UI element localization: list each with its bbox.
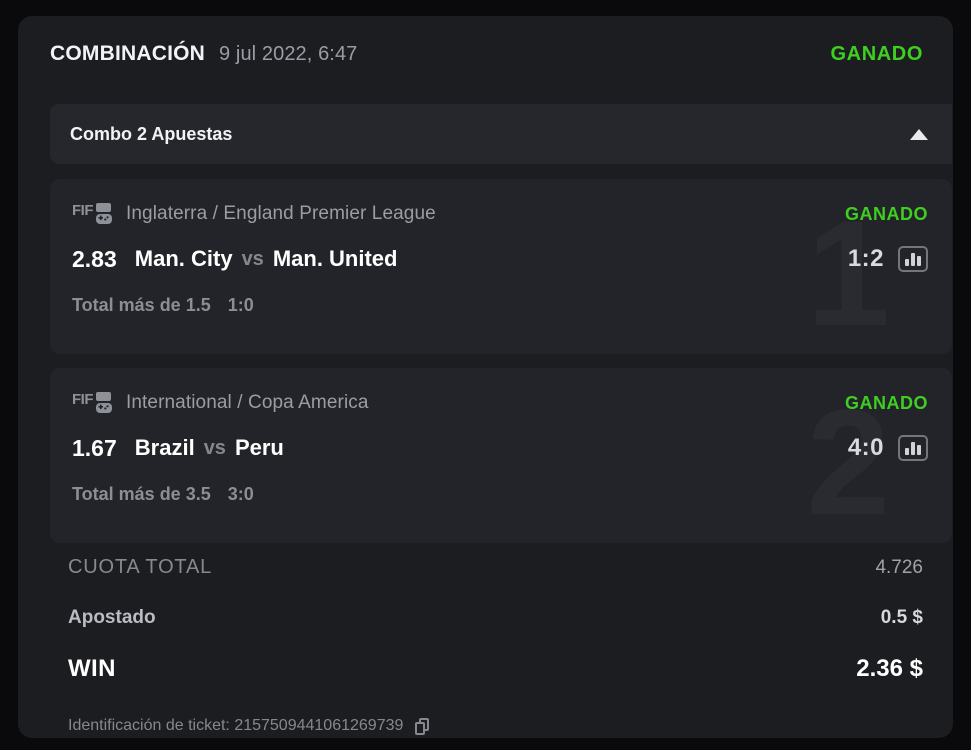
stake-label: Apostado (68, 607, 156, 628)
total-odds-row: CUOTA TOTAL 4.726 (68, 556, 923, 579)
total-odds-label: CUOTA TOTAL (68, 556, 213, 578)
win-label: WIN (68, 655, 116, 682)
ticket-summary: CUOTA TOTAL 4.726 Apostado 0.5 $ WIN 2.3… (18, 556, 953, 735)
ticket-date: 9 jul 2022, 6:47 (219, 43, 358, 65)
score-group: 1:2 (848, 245, 928, 273)
ticket-id-line: Identificación de ticket: 21575094410612… (68, 717, 923, 735)
bet-odds: 1.67 (72, 434, 117, 461)
bar-chart-icon[interactable] (898, 435, 928, 461)
page-title: COMBINACIÓN (50, 42, 206, 65)
market-score: 3:0 (227, 484, 254, 504)
bet-selection-row: 2 FIF International / Copa America GANAD… (50, 368, 952, 543)
league-name: Inglaterra / England Premier League (126, 203, 436, 224)
market-name: Total más de 1.5 (72, 295, 211, 315)
copy-icon[interactable] (415, 717, 431, 735)
home-team: Man. City (134, 246, 233, 271)
vs-separator: vs (241, 247, 264, 270)
match-score: 1:2 (847, 245, 884, 272)
combo-label: Combo 2 Apuestas (70, 123, 233, 144)
chevron-up-icon[interactable] (910, 128, 928, 140)
match-line: 2.83 Man. City vs Man. United 1:2 (72, 243, 928, 275)
league-line: FIF International / Copa America GANADO (72, 390, 928, 416)
combo-toggle-bar[interactable]: Combo 2 Apuestas (50, 104, 952, 164)
fifa-esports-icon: FIF (72, 390, 114, 416)
fifa-esports-icon: FIF (72, 201, 114, 227)
league-line: FIF Inglaterra / England Premier League … (72, 201, 928, 227)
score-group: 4:0 (848, 434, 928, 462)
win-row: WIN 2.36 $ (68, 655, 923, 683)
away-team: Peru (234, 435, 284, 460)
home-team: Brazil (134, 435, 195, 460)
win-value: 2.36 $ (856, 655, 923, 682)
market-line: Total más de 1.5 1:0 (72, 295, 928, 316)
bet-status-badge: GANADO (845, 203, 928, 224)
match-score: 4:0 (847, 434, 884, 461)
bet-ticket-card: COMBINACIÓN 9 jul 2022, 6:47 GANADO Comb… (18, 16, 953, 738)
status-badge: GANADO (830, 43, 923, 65)
match-line: 1.67 Brazil vs Peru 4:0 (72, 432, 928, 464)
svg-text:FIF: FIF (72, 391, 93, 408)
bet-status-badge: GANADO (845, 392, 928, 413)
ticket-id-text: Identificación de ticket: 21575094410612… (68, 717, 404, 734)
vs-separator: vs (203, 436, 226, 459)
stake-row: Apostado 0.5 $ (68, 607, 923, 629)
bet-selection-row: 1 FIF Inglaterra / England Premier Leagu… (50, 179, 952, 354)
ticket-header: COMBINACIÓN 9 jul 2022, 6:47 GANADO (18, 16, 953, 65)
league-name: International / Copa America (126, 392, 369, 413)
away-team: Man. United (272, 246, 398, 271)
bar-chart-icon[interactable] (898, 246, 928, 272)
market-score: 1:0 (227, 295, 254, 315)
market-line: Total más de 3.5 3:0 (72, 484, 928, 505)
stake-value: 0.5 $ (880, 607, 923, 628)
bet-odds: 2.83 (72, 245, 117, 272)
market-name: Total más de 3.5 (72, 484, 211, 504)
total-odds-value: 4.726 (875, 557, 923, 578)
svg-text:FIF: FIF (72, 202, 93, 219)
